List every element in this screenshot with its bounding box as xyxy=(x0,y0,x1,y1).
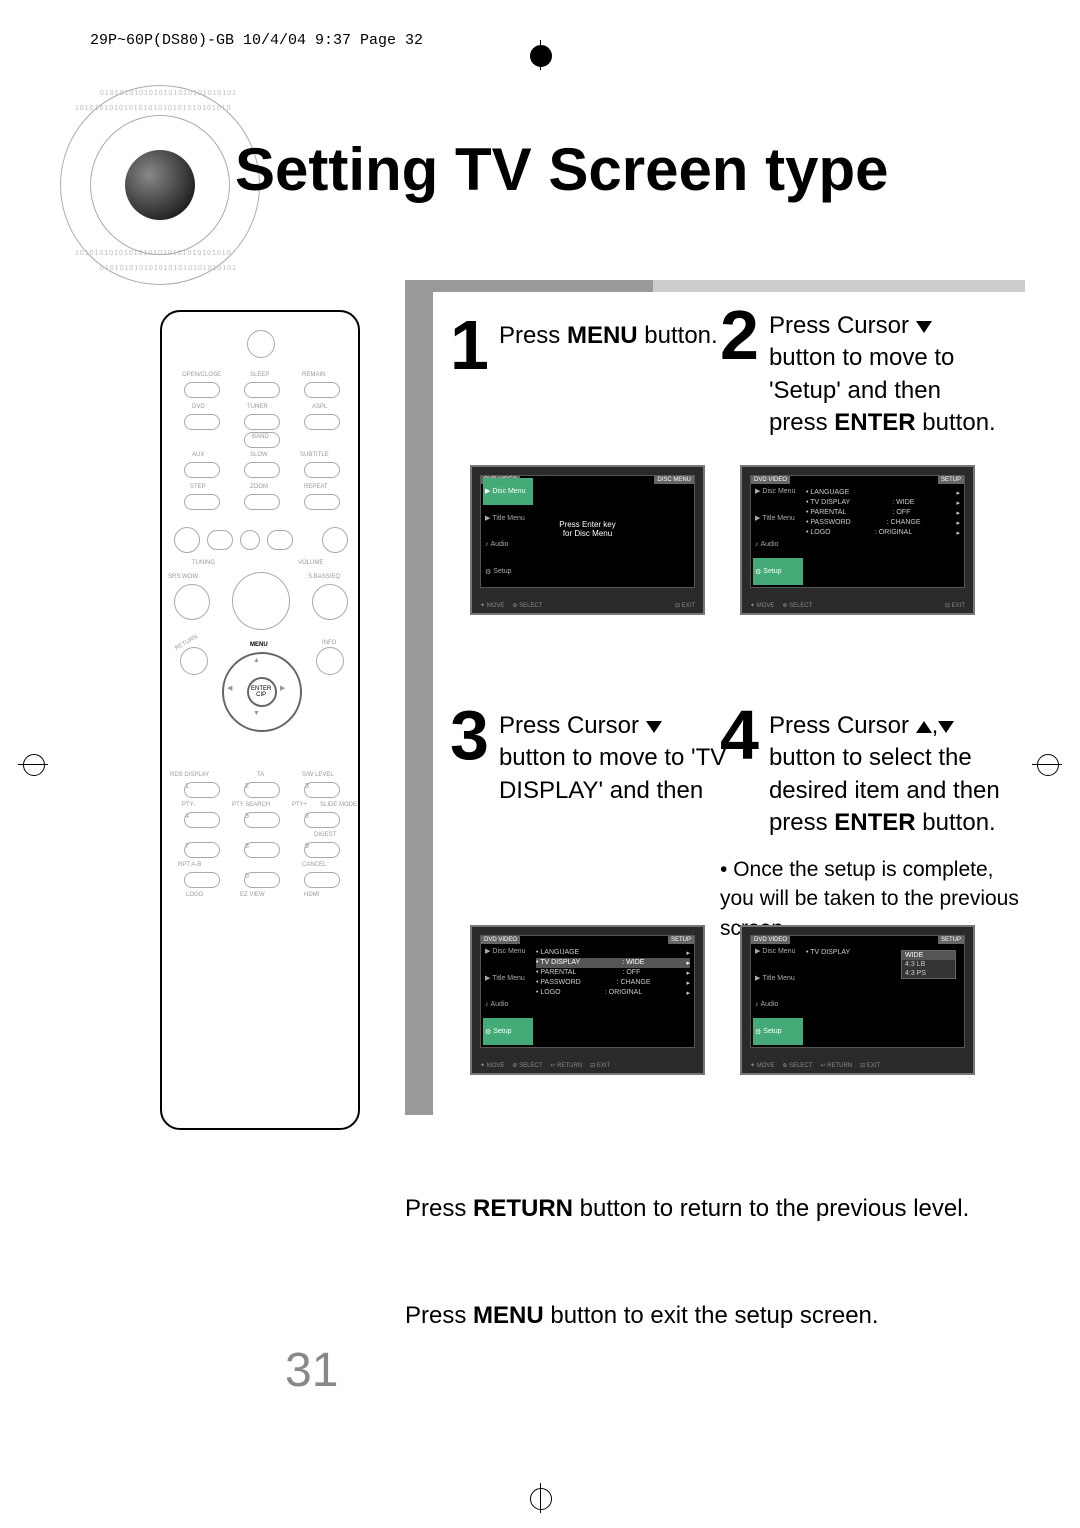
tv-screenshot-4: DVD VIDEO SETUP ▶Disc Menu ▶Title Menu ♪… xyxy=(740,925,975,1075)
cursor-down-icon xyxy=(938,721,954,733)
crop-mark-right xyxy=(1032,754,1062,774)
page-title: Setting TV Screen type xyxy=(235,135,889,204)
step-1-text: Press MENU button. xyxy=(499,310,718,352)
print-header: 29P~60P(DS80)-GB 10/4/04 9:37 Page 32 xyxy=(90,32,423,49)
step-1-number: 1 xyxy=(450,310,489,380)
step-2: 2 Press Cursor button to move to 'Setup'… xyxy=(720,300,996,440)
step-4-text: Press Cursor , button to select the desi… xyxy=(769,700,1000,840)
cursor-down-icon xyxy=(646,721,662,733)
step-4: 4 Press Cursor , button to select the de… xyxy=(720,700,1000,840)
tv-screenshot-2: DVD VIDEO SETUP ▶Disc Menu ▶Title Menu ♪… xyxy=(740,465,975,615)
step-3-number: 3 xyxy=(450,700,489,770)
page-number: 31 xyxy=(285,1343,338,1398)
menu-exit-instruction: Press MENU button to exit the setup scre… xyxy=(405,1302,879,1330)
cursor-down-icon xyxy=(916,321,932,333)
crop-mark-top xyxy=(530,40,550,70)
step-3: 3 Press Cursor button to move to 'TV DIS… xyxy=(450,700,726,807)
remote-control: OPEN/CLOSE SLEEP REMAIN DVD TUNER ASPL B… xyxy=(160,310,360,1130)
step-2-text: Press Cursor button to move to 'Setup' a… xyxy=(769,300,996,440)
tv-screenshot-3: DVD VIDEO SETUP ▶Disc Menu ▶Title Menu ♪… xyxy=(470,925,705,1075)
cursor-up-icon xyxy=(916,721,932,733)
accent-bar-left xyxy=(405,290,433,1115)
crop-mark-bottom xyxy=(530,1483,550,1513)
accent-bar-top xyxy=(405,280,1025,292)
step-4-number: 4 xyxy=(720,700,759,770)
step-1: 1 Press MENU button. xyxy=(450,310,718,380)
step-3-text: Press Cursor button to move to 'TV DISPL… xyxy=(499,700,726,807)
crop-mark-left xyxy=(18,754,48,774)
step-2-number: 2 xyxy=(720,300,759,370)
tv-screenshot-1: DVD VIDEO DISC MENU ▶Disc Menu ▶Title Me… xyxy=(470,465,705,615)
return-instruction: Press RETURN button to return to the pre… xyxy=(405,1195,969,1223)
